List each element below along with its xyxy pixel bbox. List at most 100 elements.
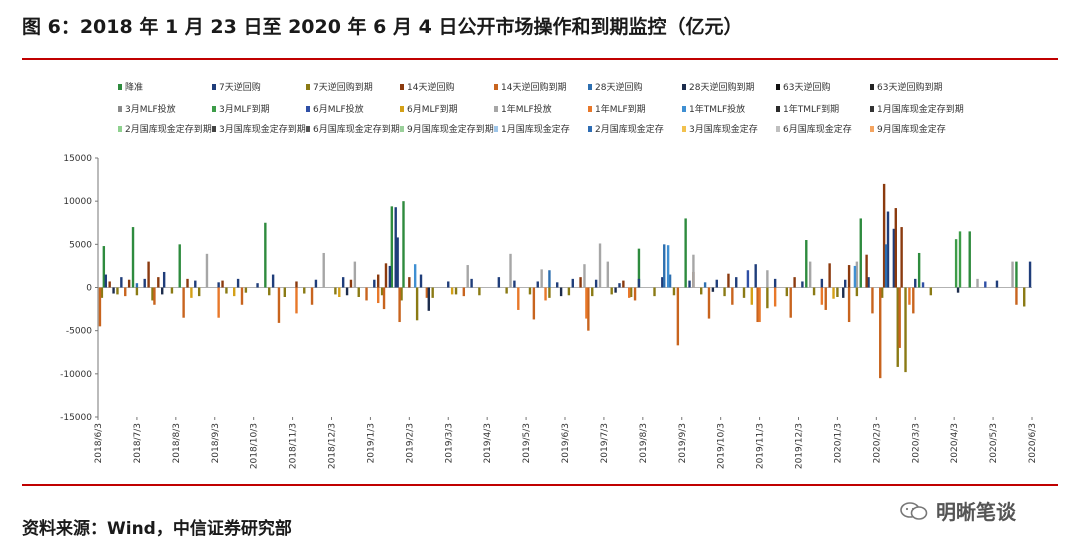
bar [431,287,434,298]
bar [548,270,551,288]
bar [746,270,750,288]
legend-label: 3月MLF投放 [125,103,176,115]
bar [509,253,512,288]
bar [758,287,761,323]
bar [676,287,680,346]
bar [688,280,691,288]
bar [715,279,718,288]
legend-label: 2月国库现金定存 [595,123,664,135]
x-tick-label: 2019/3/3 [444,423,454,463]
y-tick-label: 5000 [69,240,92,250]
bar [402,201,405,288]
bar [548,287,551,298]
legend-swatch [118,106,122,112]
legend-item: 1年MLF投放 [494,103,552,115]
bar [396,237,399,288]
bar [808,261,812,288]
bar [536,281,539,288]
bar [894,208,897,288]
wechat-icon [900,501,928,520]
bar [532,287,536,320]
x-tick-label: 2020/5/3 [989,423,999,463]
bar [917,252,921,288]
legend-item: 3月MLF到期 [212,103,270,115]
bar [303,287,306,294]
legend-label: 6月国库现金定存 [783,123,852,135]
bar [867,277,870,288]
x-tick-label: 2019/9/3 [678,423,688,463]
legend-item: 9月国库现金定存 [870,123,946,135]
legend-label: 9月国库现金定存 [877,123,946,135]
bar [633,287,637,301]
bar [314,279,318,288]
legend-label: 6月MLF到期 [407,103,458,115]
legend-swatch [212,126,216,132]
legend-item: 3月国库现金定存 [682,123,758,135]
legend-label: 2月国库现金定存到期 [125,123,212,135]
legend-swatch [400,84,404,90]
title-divider [22,58,1058,60]
legend-swatch [400,126,404,132]
legend-item: 6月国库现金定存 [776,123,852,135]
bar [773,287,777,307]
legend-item: 7天逆回购到期 [306,81,373,93]
x-tick-label: 2019/2/3 [405,423,415,463]
bar [295,281,298,288]
bar [124,287,127,297]
bar [394,207,397,288]
bar [968,231,971,288]
bar [723,287,726,297]
bar [341,277,345,288]
bar [855,287,859,297]
bar [766,287,769,309]
bar [334,287,337,295]
legend-item: 3月MLF投放 [118,103,176,115]
bar [197,287,201,297]
bar [871,287,874,314]
legend-swatch [776,84,780,90]
legend-item: 1年TMLF到期 [776,103,839,115]
bar [236,278,240,288]
bar [182,287,185,318]
legend-label: 28天逆回购 [595,81,642,93]
bar [470,278,473,288]
bar [205,253,209,288]
x-tick-label: 2019/8/3 [639,423,649,463]
x-tick-label: 2018/12/3 [328,423,338,469]
bar [836,287,839,297]
bar [147,261,150,288]
bar [427,287,430,311]
legend-swatch [494,126,498,132]
bar [221,280,224,288]
bar [583,264,586,288]
legend-swatch [306,84,310,90]
legend-label: 3月MLF到期 [219,103,270,115]
bar [161,287,164,295]
legend-swatch [212,84,216,90]
bar [892,228,896,288]
bar [859,218,862,288]
legend-item: 14天逆回购 [400,81,454,93]
bar [882,183,886,288]
x-tick-label: 2019/5/3 [522,423,532,463]
bar [112,287,115,294]
legend-item: 2月国库现金定存 [588,123,664,135]
legend-swatch [306,106,310,112]
legend-swatch [682,126,686,132]
bar [832,287,835,299]
legend-item: 9月国库现金定存到期 [400,123,494,135]
bar [153,287,156,305]
x-tick-label: 2018/7/3 [133,423,143,463]
legend-item: 28天逆回购到期 [682,81,754,93]
bar [703,282,707,288]
legend-label: 6月国库现金定存到期 [313,123,400,135]
bar [579,277,582,288]
bar [661,277,664,288]
bar [828,263,831,288]
bar [528,287,532,295]
legend-swatch [682,106,686,112]
x-tick-label: 2018/9/3 [211,423,221,463]
legend-swatch [588,126,592,132]
bar [587,287,590,331]
bar [268,287,271,296]
